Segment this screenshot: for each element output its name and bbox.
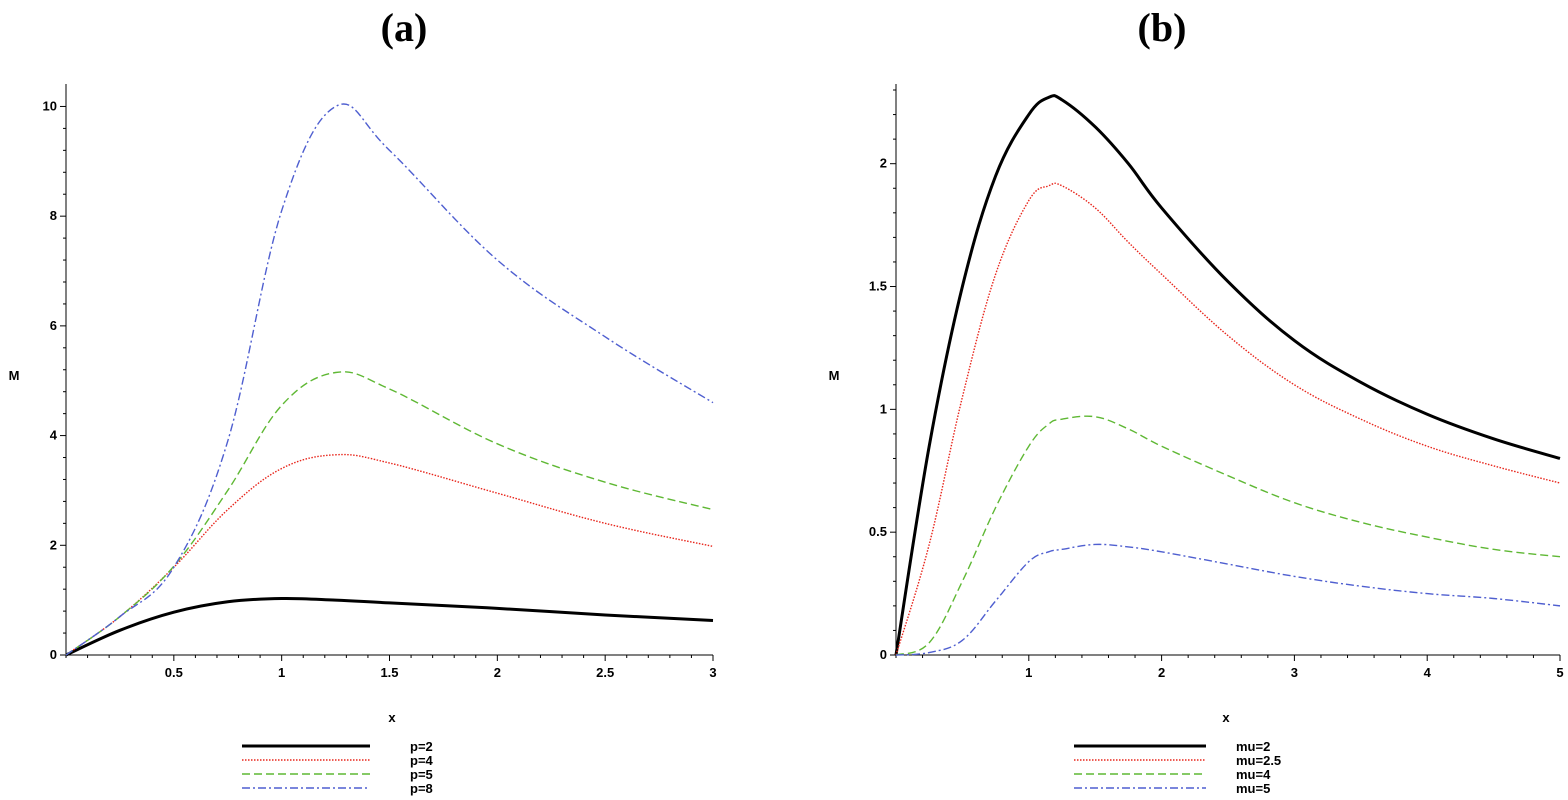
panel-a-x-tick-label: 2.5 [596, 665, 614, 680]
panel-a-series-line-p-5 [65, 371, 714, 656]
panel-b-legend-label: mu=2 [1236, 739, 1270, 754]
panel-a-x-tick-label: 2 [494, 665, 501, 680]
panel-b-legend-label: mu=4 [1236, 767, 1271, 782]
panel-b-series-line-mu-2 [894, 94, 1561, 656]
panel-b-x-tick-label: 2 [1158, 665, 1165, 680]
panel-a-y-tick-label: 4 [50, 428, 58, 443]
panel-a-title: (a) [381, 5, 428, 50]
panel-b-series-line-mu-2-5 [895, 182, 1561, 656]
panel-a-legend-label: p=2 [410, 739, 433, 754]
panel-b-y-tick-label: 1 [880, 401, 887, 416]
panel-a-y-axis-label: M [9, 368, 20, 383]
panel-b-x-tick-label: 1 [1025, 665, 1032, 680]
panel-a-y-tick-label: 6 [50, 318, 57, 333]
panel-a-x-axis-label: x [388, 710, 396, 725]
panel-a: (a) 0.5 1 1.5 2 2.5 3 0 2 4 6 8 10 x Mp=2p=4p=5p=8 [9, 5, 717, 796]
panel-a-series-line-p-2 [65, 596, 714, 657]
panel-b-legend-label: mu=2.5 [1236, 753, 1281, 768]
panel-a-legend-label: p=5 [410, 767, 433, 782]
panel-b-x-axis-label: x [1222, 710, 1230, 725]
panel-b-title: (b) [1138, 5, 1187, 50]
panel-b-y-tick-label: 0 [880, 647, 887, 662]
panel-a-y-tick-label: 10 [43, 98, 57, 113]
panel-b-x-tick-label: 5 [1556, 665, 1563, 680]
panel-a-legend-label: p=8 [410, 781, 433, 796]
panel-b-x-tick-label: 4 [1424, 665, 1432, 680]
panel-b-series-line-mu-4 [895, 415, 1561, 656]
panel-b-y-tick-label: 1.5 [869, 279, 887, 294]
panel-b: (b) 1 2 3 4 5 0 0.5 1 1.5 2 x Mmu=2mu=2.5mu=4mu=5 [829, 5, 1564, 796]
panel-b-y-tick-label: 0.5 [869, 524, 887, 539]
panel-b-y-axis-label: M [829, 368, 840, 383]
panel-a-x-tick-label: 0.5 [165, 665, 183, 680]
panel-a-y-tick-label: 2 [50, 537, 57, 552]
panel-a-legend-label: p=4 [410, 753, 434, 768]
panel-b-legend-label: mu=5 [1236, 781, 1270, 796]
panel-b-series-line-mu-5 [895, 543, 1561, 656]
panel-a-series-line-p-4 [65, 453, 714, 656]
panel-a-x-tick-label: 1.5 [380, 665, 398, 680]
panel-b-x-tick-label: 3 [1291, 665, 1298, 680]
panel-a-y-tick-label: 8 [50, 208, 57, 223]
panel-a-x-tick-label: 1 [278, 665, 285, 680]
panel-a-y-tick-label: 0 [50, 647, 57, 662]
panel-b-y-tick-label: 2 [880, 156, 887, 171]
panel-a-x-tick-label: 3 [709, 665, 716, 680]
panel-a-series-line-p-8 [65, 103, 714, 656]
